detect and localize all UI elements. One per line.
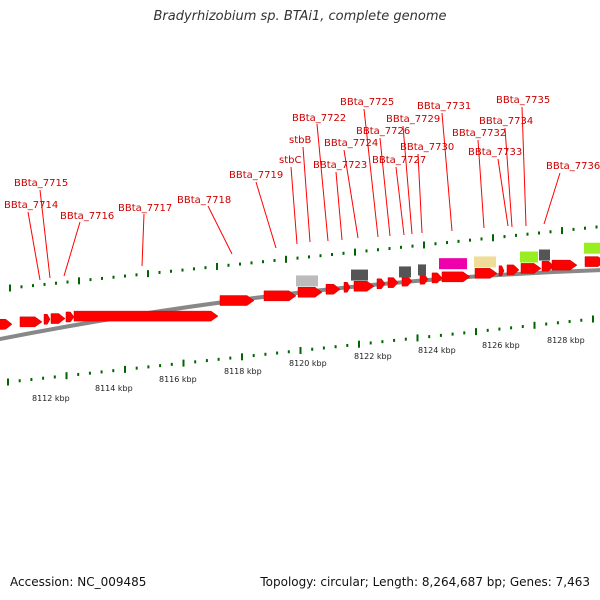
gene-label: BBta_7715 [14, 178, 68, 189]
gene-box [539, 249, 550, 261]
accession-text: Accession: NC_009485 [10, 575, 147, 589]
axis-label: 8128 kbp [547, 336, 585, 345]
gene-label: BBta_7736 [546, 161, 600, 172]
gene-arrow [376, 278, 386, 290]
label-connector [379, 137, 391, 237]
gene-arrow [343, 282, 351, 293]
gene-label: stbC [279, 155, 301, 166]
gene-label: BBta_7717 [118, 203, 172, 214]
genome-title: Bradyrhizobium sp. BTAi1, complete genom… [153, 9, 447, 24]
gene-arrow [50, 313, 66, 324]
gene-arrow [325, 283, 341, 295]
axis-label: 8118 kbp [224, 367, 262, 376]
gene-arrow [401, 275, 413, 287]
label-connector [207, 205, 233, 255]
gene-label-group: BBta_7714 BBta_7715 BBta_7716 BBta_7717 … [4, 95, 600, 222]
gene-arrow [263, 290, 297, 302]
gene-arrow [474, 268, 498, 279]
gene-arrow [0, 318, 13, 330]
axis-label-group: 8112 kbp 8114 kbp 8116 kbp 8118 kbp 8120… [32, 336, 585, 403]
label-connector [497, 158, 509, 227]
gene-box [584, 242, 600, 254]
gene-arrow [498, 265, 505, 277]
upper-tick-row [9, 225, 598, 292]
gene-arrow [297, 286, 323, 298]
label-connector [543, 172, 561, 225]
gene-box [399, 266, 411, 278]
gene-arrow [541, 260, 555, 272]
gene-box [351, 269, 368, 281]
gene-box [439, 258, 467, 270]
gene-track [0, 242, 600, 330]
label-connector [395, 166, 405, 236]
gene-box [520, 251, 538, 263]
topology-text: Topology: circular; Length: 8,264,687 bp… [260, 575, 590, 589]
gene-arrow [506, 264, 520, 276]
gene-arrow [73, 310, 219, 322]
axis-label: 8116 kbp [159, 375, 197, 384]
gene-label: BBta_7716 [60, 211, 114, 222]
gene-label: BBta_7723 [313, 160, 367, 171]
label-connector [417, 153, 423, 234]
gene-label: BBta_7731 [417, 101, 471, 112]
axis-label: 8112 kbp [32, 394, 70, 403]
gene-label: BBta_7719 [229, 170, 283, 181]
axis-label: 8124 kbp [418, 346, 456, 355]
gene-arrow [43, 314, 51, 325]
gene-label: BBta_7727 [372, 155, 426, 166]
axis-label: 8120 kbp [289, 359, 327, 368]
gene-arrow [65, 311, 75, 323]
gene-label: BBta_7734 [479, 116, 533, 127]
axis-label: 8114 kbp [95, 384, 133, 393]
gene-label: BBta_7724 [324, 138, 378, 149]
label-connector [63, 221, 81, 277]
label-connectors [27, 106, 561, 281]
gene-box [296, 275, 318, 287]
gene-arrow [584, 256, 600, 267]
label-connector [363, 108, 379, 238]
gene-label: BBta_7718 [177, 195, 231, 206]
gene-arrow [441, 271, 471, 283]
gene-label: BBta_7735 [496, 95, 550, 106]
gene-box [474, 256, 496, 268]
gene-arrow [419, 273, 429, 285]
gene-arrow [387, 277, 399, 288]
label-connector [402, 125, 413, 235]
label-connector [335, 171, 343, 241]
gene-arrow [431, 272, 443, 284]
gene-arrow [520, 263, 542, 274]
label-connector [504, 127, 513, 228]
label-connector [27, 211, 41, 281]
gene-label: BBta_7733 [468, 147, 522, 158]
label-connector [302, 146, 311, 243]
gene-label: BBta_7714 [4, 200, 58, 211]
axis-label: 8122 kbp [354, 352, 392, 361]
gene-label: BBta_7725 [340, 97, 394, 108]
axis-label: 8126 kbp [482, 341, 520, 350]
gene-arrow [353, 280, 375, 292]
label-connector [255, 181, 277, 249]
label-connector [290, 166, 298, 245]
label-connector [316, 123, 329, 242]
gene-arrow [19, 316, 43, 328]
label-connector [477, 139, 485, 229]
lower-tick-row [7, 315, 594, 386]
label-connector [39, 189, 51, 279]
label-connector [343, 149, 359, 239]
gene-arrow [219, 295, 255, 306]
gene-box [418, 264, 426, 276]
label-connector [521, 106, 527, 227]
label-connector [141, 213, 145, 267]
gene-label: BBta_7732 [452, 128, 506, 139]
gene-label: BBta_7722 [292, 113, 346, 124]
label-connector [441, 112, 453, 232]
gene-label: BBta_7729 [386, 114, 440, 125]
gene-label: BBta_7726 [356, 126, 410, 137]
gene-label: stbB [289, 135, 311, 146]
gene-label: BBta_7730 [400, 142, 454, 153]
gene-arrow [551, 259, 578, 271]
